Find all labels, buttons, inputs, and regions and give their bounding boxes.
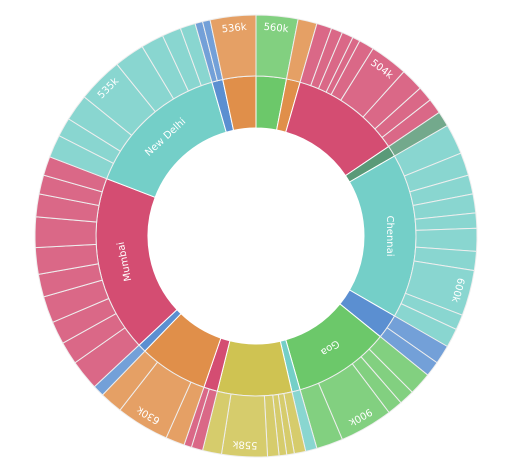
inner-segment (216, 340, 293, 397)
outer-label: 560k (263, 22, 289, 35)
outer-segment (209, 14, 257, 81)
outer-label: 536k (221, 22, 247, 36)
outer-label: 558k (232, 438, 258, 450)
inner-label: Chennai (384, 215, 395, 256)
